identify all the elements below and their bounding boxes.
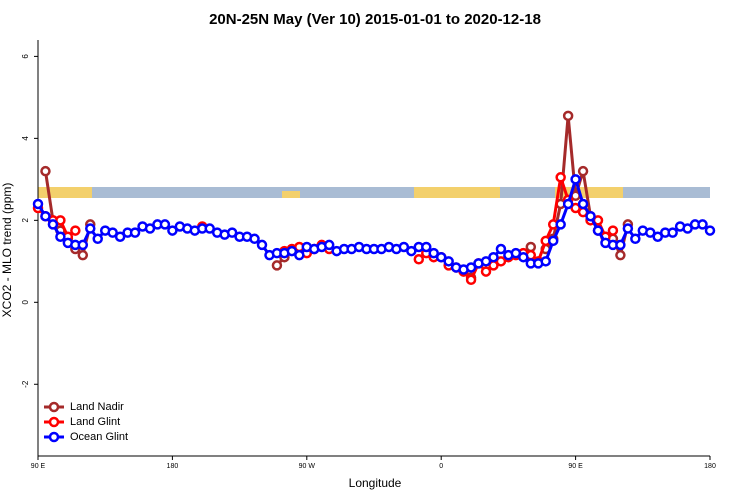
data-point (129, 227, 141, 238)
data-point (547, 235, 559, 247)
map-land (414, 187, 500, 198)
data-point (226, 227, 238, 238)
x-tick-label: 180 (704, 463, 716, 470)
x-tick-label: 0 (439, 463, 443, 470)
y-tick-label: 4 (21, 136, 30, 141)
data-point (421, 241, 432, 253)
x-tick-label: 90 E (568, 463, 583, 470)
data-point (55, 215, 66, 226)
data-point (652, 231, 663, 242)
data-point (525, 241, 537, 253)
y-tick-label: -2 (21, 380, 30, 388)
data-point (615, 239, 626, 251)
data-point (577, 198, 589, 210)
data-point (480, 256, 492, 267)
data-point (77, 239, 89, 251)
legend-marker (48, 431, 60, 443)
data-point (443, 256, 454, 267)
data-point (555, 172, 566, 183)
data-point (645, 227, 656, 238)
legend: Land Nadir Land Glint Ocean Glint (44, 401, 128, 443)
y-tick-label: 6 (21, 54, 30, 59)
x-axis-label: Longitude (349, 476, 402, 490)
data-point (667, 227, 678, 238)
data-point (555, 219, 566, 230)
data-point (480, 266, 492, 277)
data-point (704, 225, 716, 236)
legend-marker (48, 416, 60, 428)
data-point (271, 260, 283, 271)
data-point (488, 251, 499, 263)
data-point (495, 243, 507, 255)
data-point (682, 223, 693, 234)
map-land (282, 191, 300, 198)
data-point (398, 241, 410, 253)
data-point (630, 233, 641, 245)
data-point (518, 251, 529, 263)
data-point (697, 219, 708, 230)
legend-label: Land Glint (70, 416, 120, 428)
data-point (510, 247, 522, 259)
data-point (107, 227, 118, 238)
series (32, 174, 716, 275)
legend-label: Ocean Glint (70, 431, 128, 443)
data-point (47, 219, 59, 230)
data-point (249, 233, 260, 245)
data-point (159, 219, 171, 230)
data-point (540, 256, 551, 267)
chart-title: 20N-25N May (Ver 10) 2015-01-01 to 2020-… (209, 11, 541, 28)
data-point (92, 233, 103, 245)
data-point (256, 239, 268, 251)
data-point (70, 225, 81, 236)
data-point (592, 225, 604, 236)
data-point (32, 198, 44, 210)
data-point (204, 223, 215, 234)
y-axis-label: XCO2 - MLO trend (ppm) (0, 183, 14, 318)
data-point (562, 110, 574, 122)
data-point (435, 251, 447, 263)
data-point (55, 231, 66, 242)
x-tick-label: 180 (167, 463, 179, 470)
data-point (570, 202, 581, 214)
data-point (40, 210, 51, 222)
map-land (38, 187, 92, 198)
data-point (622, 223, 634, 234)
data-point (167, 225, 178, 236)
legend-marker (48, 401, 60, 413)
data-point (294, 249, 305, 261)
data-point (406, 245, 417, 257)
data-point (114, 231, 126, 242)
data-point (562, 198, 574, 210)
data-point (570, 174, 581, 185)
data-point (77, 249, 89, 261)
data-point (286, 245, 298, 257)
data-point (465, 262, 477, 273)
data-point (428, 247, 439, 259)
map-ocean (38, 187, 710, 198)
data-point (607, 225, 619, 236)
y-tick-label: 2 (21, 218, 30, 223)
x-tick-label: 90 E (31, 463, 46, 470)
data-point (85, 223, 96, 234)
data-point (615, 249, 626, 261)
map-land (555, 187, 623, 198)
y-tick-label: 0 (21, 300, 30, 305)
data-point (413, 254, 425, 265)
data-point (585, 210, 596, 222)
data-point (465, 274, 477, 286)
x-tick-label: 90 W (299, 463, 316, 470)
data-point (323, 239, 335, 251)
data-point (577, 165, 589, 177)
map-strip (38, 187, 710, 198)
legend-label: Land Nadir (70, 401, 124, 413)
data-point (40, 165, 51, 177)
data-point (144, 223, 156, 234)
data-point (495, 256, 507, 267)
